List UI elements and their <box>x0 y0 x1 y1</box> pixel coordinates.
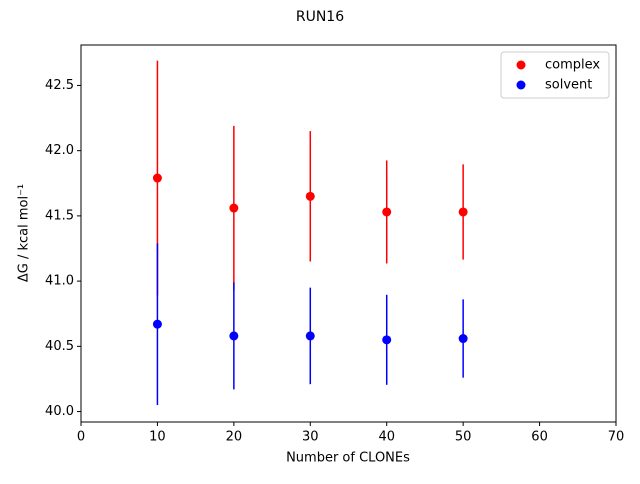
plot-frame <box>80 44 617 423</box>
x-tick-label: 30 <box>302 430 319 445</box>
y-tick-label: 41.0 <box>45 274 74 289</box>
x-tick-label: 70 <box>608 430 625 445</box>
data-point <box>305 331 315 341</box>
data-point <box>458 334 468 344</box>
legend-marker <box>516 80 526 90</box>
x-tick-label: 50 <box>455 430 472 445</box>
chart-title: RUN16 <box>296 9 344 25</box>
y-tick-label: 42.5 <box>45 78 74 93</box>
y-tick-label: 40.0 <box>45 404 74 419</box>
data-point <box>382 207 392 217</box>
x-tick-label: 40 <box>378 430 395 445</box>
data-point <box>229 203 239 213</box>
data-point <box>382 335 392 345</box>
data-point <box>152 173 162 183</box>
x-tick-label: 10 <box>149 430 166 445</box>
y-tick-label: 42.0 <box>45 143 74 158</box>
legend-marker <box>516 60 526 70</box>
x-axis-label: Number of CLONEs <box>286 451 410 466</box>
legend-label: solvent <box>545 78 592 93</box>
x-tick-label: 20 <box>226 430 243 445</box>
y-axis-label: ΔG / kcal mol⁻¹ <box>17 184 32 282</box>
data-point <box>305 191 315 201</box>
x-tick-label: 60 <box>531 430 548 445</box>
legend-box <box>500 51 610 99</box>
data-point <box>152 319 162 329</box>
x-tick-label: 0 <box>77 430 85 445</box>
y-tick-label: 40.5 <box>45 339 74 354</box>
data-point <box>229 331 239 341</box>
data-point <box>458 207 468 217</box>
y-tick-label: 41.5 <box>45 208 74 223</box>
legend-label: complex <box>545 58 600 73</box>
